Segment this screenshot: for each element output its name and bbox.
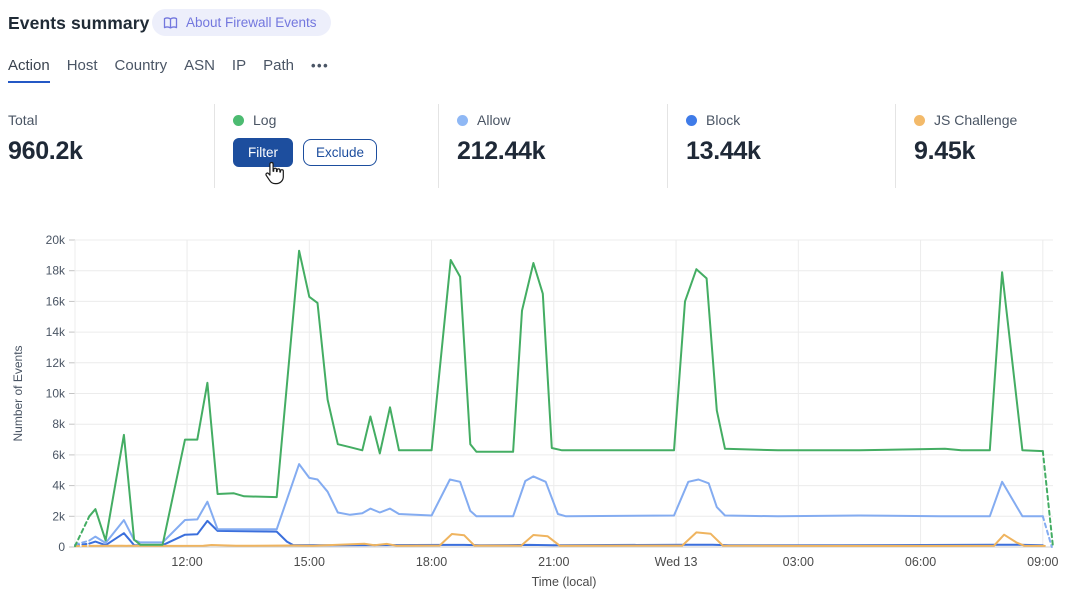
y-tick-label: 18k [46, 264, 66, 278]
x-tick-label: 03:00 [783, 555, 814, 569]
stat-card-log: Log Filter Exclude [214, 104, 438, 188]
series-block-line [89, 521, 1043, 545]
stat-label: JS Challenge [934, 112, 1017, 128]
series-js-challenge-line [89, 532, 1045, 546]
y-tick-label: 0 [58, 540, 65, 554]
stat-card-allow: Allow 212.44k [438, 104, 667, 188]
stat-label: Allow [477, 112, 510, 128]
stat-label: Log [253, 112, 276, 128]
x-tick-label: 15:00 [294, 555, 325, 569]
y-tick-label: 10k [46, 387, 66, 401]
x-tick-label: 09:00 [1027, 555, 1058, 569]
tab-path[interactable]: Path [263, 57, 294, 83]
y-tick-label: 4k [52, 479, 66, 493]
stat-label: Total [8, 112, 38, 128]
stat-value: 13.44k [686, 137, 895, 166]
x-tick-label: 12:00 [171, 555, 202, 569]
y-tick-label: 16k [46, 294, 66, 308]
legend-dot-log [233, 115, 244, 126]
x-axis-label: Time (local) [532, 575, 597, 589]
x-tick-label: 06:00 [905, 555, 936, 569]
series-log-line [89, 251, 1043, 545]
events-time-series-chart: 0 2k 4k 6k 8k 10k 12k 14k 16k 18k 20k 12:00 15:00 18:… [0, 225, 1068, 598]
stat-card-total: Total 960.2k [8, 104, 214, 188]
x-tick-label: Wed 13 [655, 555, 698, 569]
y-tick-label: 6k [52, 448, 66, 462]
legend-dot-allow [457, 115, 468, 126]
y-tick-label: 2k [52, 509, 66, 523]
stat-value: 960.2k [8, 137, 214, 166]
exclude-button[interactable]: Exclude [303, 139, 377, 167]
y-tick-label: 20k [46, 233, 66, 247]
stat-card-js-challenge: JS Challenge 9.45k [895, 104, 1068, 188]
stat-value: 212.44k [457, 137, 667, 166]
stat-card-block: Block 13.44k [667, 104, 895, 188]
tab-country[interactable]: Country [115, 57, 168, 83]
y-axis-label: Number of Events [11, 345, 25, 441]
tabs-more-icon[interactable]: ••• [311, 58, 329, 83]
filter-button[interactable]: Filter [233, 138, 293, 167]
legend-dot-block [686, 115, 697, 126]
stat-label: Block [706, 112, 740, 128]
dimension-tabs: Action Host Country ASN IP Path ••• [8, 57, 329, 83]
about-firewall-events-badge[interactable]: About Firewall Events [152, 9, 331, 36]
open-book-icon [163, 16, 178, 30]
badge-label: About Firewall Events [186, 15, 317, 30]
x-tick-label: 21:00 [538, 555, 569, 569]
page-title: Events summary [8, 13, 149, 34]
legend-dot-js-challenge [914, 115, 925, 126]
y-tick-label: 14k [46, 325, 66, 339]
stat-value: 9.45k [914, 137, 1068, 166]
y-tick-label: 8k [52, 417, 66, 431]
y-tick-label: 12k [46, 356, 66, 370]
x-tick-label: 18:00 [416, 555, 447, 569]
tab-ip[interactable]: IP [232, 57, 246, 83]
tab-action[interactable]: Action [8, 57, 50, 83]
tab-asn[interactable]: ASN [184, 57, 215, 83]
tab-host[interactable]: Host [67, 57, 98, 83]
